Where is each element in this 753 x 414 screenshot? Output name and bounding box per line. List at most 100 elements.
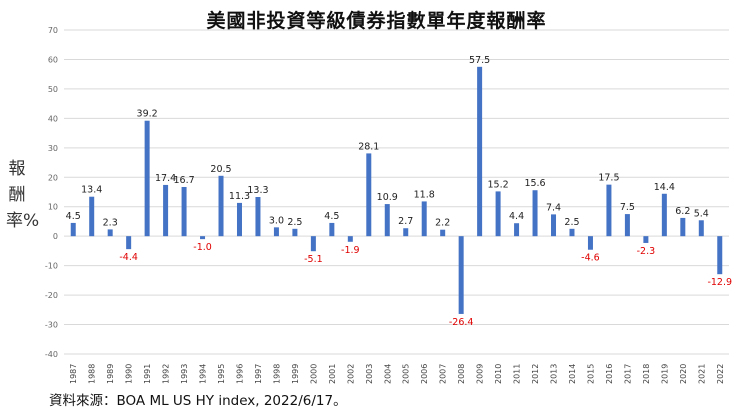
bar (89, 196, 95, 237)
bar (255, 197, 261, 237)
y-tick-label: 60 (48, 55, 58, 64)
data-label: 7.5 (620, 202, 635, 213)
x-tick-label: 2002 (346, 364, 355, 384)
x-tick-label: 1987 (69, 364, 78, 384)
bar (495, 191, 501, 237)
x-tick-label: 2012 (531, 364, 540, 384)
data-label: 13.3 (247, 185, 268, 196)
data-label: 2.7 (398, 216, 413, 227)
bar (107, 229, 113, 237)
data-label: -4.6 (581, 253, 600, 264)
bar (421, 201, 427, 237)
y-tick-label: -30 (45, 321, 58, 330)
data-label: 17.4 (155, 173, 176, 184)
bar (698, 220, 704, 237)
x-tick-label: 1988 (88, 364, 97, 384)
data-label: 5.4 (694, 208, 709, 219)
data-label: 57.5 (469, 55, 490, 66)
x-tick-label: 1994 (199, 364, 208, 384)
data-label: 11.8 (414, 189, 435, 200)
source-note: 資料來源：BOA ML US HY index, 2022/6/17。 (49, 393, 347, 409)
bar (606, 184, 612, 237)
bar (624, 214, 630, 237)
bar (717, 236, 723, 275)
bar (200, 236, 206, 240)
x-tick-label: 1991 (143, 364, 152, 384)
x-tick-label: 1999 (291, 364, 300, 384)
y-tick-label: 10 (48, 203, 58, 212)
x-tick-label: 2011 (513, 364, 522, 384)
bar (458, 236, 464, 314)
bar (366, 153, 372, 237)
bar (440, 229, 446, 237)
x-tick-label: 2009 (476, 364, 485, 384)
x-tick-label: 2007 (439, 364, 448, 384)
x-tick-label: 2019 (660, 364, 669, 384)
bar (310, 236, 316, 252)
data-label: 15.2 (488, 179, 509, 190)
data-label: -12.9 (707, 277, 732, 288)
x-tick-label: 2020 (679, 364, 688, 384)
data-label: 20.5 (210, 164, 231, 175)
x-tick-label: 2006 (420, 364, 429, 384)
y-tick-label: -10 (45, 262, 58, 271)
y-tick-label: -20 (45, 291, 58, 300)
x-tick-label: 2014 (568, 364, 577, 384)
y-tick-label: 30 (48, 144, 58, 153)
bar (292, 228, 298, 237)
bar (218, 175, 224, 237)
data-label: 2.2 (435, 218, 450, 229)
bar (163, 184, 169, 237)
bar (680, 217, 686, 237)
data-label: 16.7 (173, 175, 194, 186)
x-tick-label: 2021 (697, 364, 706, 384)
bar (144, 120, 150, 237)
data-label: 10.9 (377, 192, 398, 203)
y-tick-label: 40 (48, 114, 58, 123)
bar (70, 222, 76, 237)
x-tick-label: 2004 (383, 364, 392, 384)
x-tick-label: 2013 (550, 364, 559, 384)
data-label: -5.1 (304, 254, 323, 265)
bar (236, 202, 242, 237)
data-label: 4.4 (509, 211, 524, 222)
y-tick-label: 70 (48, 26, 58, 35)
bar (569, 228, 575, 237)
data-label: 2.3 (103, 217, 118, 228)
data-label: 13.4 (81, 185, 102, 196)
data-label: -2.3 (637, 246, 656, 257)
y-tick-label: 50 (48, 85, 58, 94)
x-tick-label: 2022 (716, 364, 725, 384)
x-tick-label: 2000 (309, 364, 318, 384)
x-tick-label: 1993 (180, 364, 189, 384)
bar (514, 223, 520, 237)
data-label: -26.4 (449, 317, 474, 328)
bar (347, 236, 353, 242)
data-label: 28.1 (358, 141, 379, 152)
bar (551, 214, 557, 237)
bar (587, 236, 593, 250)
x-tick-label: 2016 (605, 364, 614, 384)
data-label: 15.6 (524, 178, 545, 189)
data-label: 4.5 (324, 211, 339, 222)
data-label: 3.0 (269, 215, 284, 226)
x-tick-label: 1989 (106, 364, 115, 384)
data-label: -4.4 (119, 252, 138, 263)
x-tick-label: 2003 (365, 364, 374, 384)
data-label: 4.5 (66, 211, 81, 222)
bar (477, 66, 483, 237)
data-label: 2.5 (287, 217, 302, 228)
bar (384, 204, 390, 237)
bar (661, 193, 667, 237)
x-tick-label: 1997 (254, 364, 263, 384)
data-label: 11.3 (229, 191, 250, 202)
bar (329, 222, 335, 237)
y-tick-label: 0 (53, 232, 58, 241)
data-label: 2.5 (564, 217, 579, 228)
bar (181, 186, 187, 237)
x-tick-label: 1990 (125, 364, 134, 384)
x-tick-label: 1996 (235, 364, 244, 384)
x-tick-label: 2005 (402, 364, 411, 384)
x-tick-label: 2015 (586, 364, 595, 384)
